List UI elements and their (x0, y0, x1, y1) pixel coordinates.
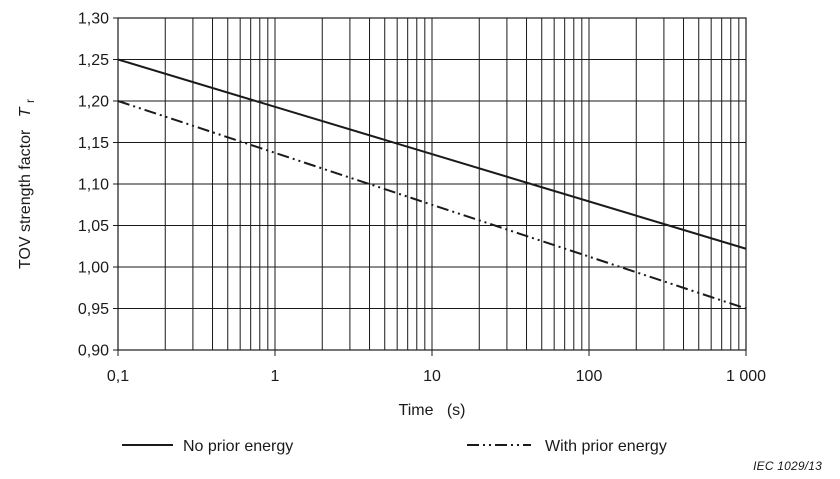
y-tick-labels: 0,90 0,95 1,00 1,05 1,10 1,15 1,20 1,25 1,30 (78, 11, 118, 360)
y-axis-title-text: TOV strength factor (17, 129, 34, 269)
y-tick-label: 1,25 (78, 52, 109, 69)
grid-lines (118, 18, 746, 350)
legend-label-with-prior-energy: With prior energy (545, 438, 667, 455)
legend: No prior energy With prior energy (122, 438, 667, 455)
y-axis-title: TOV strength factor T r (17, 99, 37, 269)
x-tick-label: 1 (271, 368, 280, 385)
series-line-with-prior-energy (117, 100, 747, 310)
y-axis-title-group: TOV strength factor T r (17, 99, 37, 269)
x-tick-label: 1 000 (726, 368, 766, 385)
x-axis-title: Time (s) (399, 402, 466, 419)
y-tick-label: 1,30 (78, 11, 109, 28)
y-tick-label: 1,20 (78, 94, 109, 111)
y-tick-label: 1,15 (78, 135, 109, 152)
figure-credit: IEC 1029/13 (753, 459, 822, 473)
series-line-no-prior-energy (117, 58, 747, 250)
y-tick-label: 1,00 (78, 260, 109, 277)
y-tick-label: 1,10 (78, 177, 109, 194)
series-lines (117, 58, 747, 310)
y-tick-label: 0,90 (78, 343, 109, 360)
y-tick-label: 1,05 (78, 218, 109, 235)
y-axis-symbol: T (17, 106, 34, 117)
x-tick-label: 0,1 (107, 368, 129, 385)
y-tick-label: 0,95 (78, 301, 109, 318)
x-tick-label: 10 (423, 368, 441, 385)
y-axis-subscript: r (23, 99, 37, 103)
x-tick-label: 100 (576, 368, 603, 385)
x-tick-labels: 0,1 1 10 100 1 000 (107, 350, 766, 385)
legend-label-no-prior-energy: No prior energy (183, 438, 293, 455)
